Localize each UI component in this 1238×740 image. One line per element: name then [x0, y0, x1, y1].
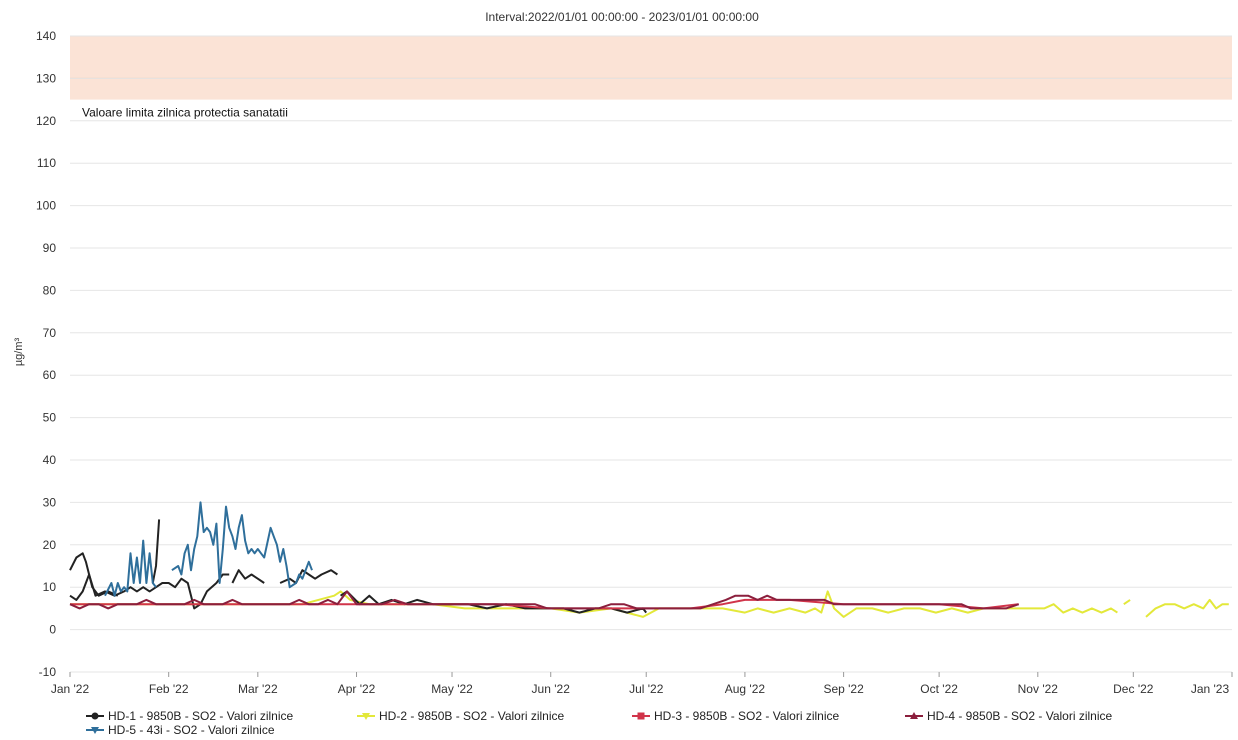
- series-lines: [69, 501, 1229, 618]
- chart-title: Interval:2022/01/01 00:00:00 - 2023/01/0…: [485, 10, 759, 24]
- y-tick-label: 80: [43, 283, 57, 297]
- x-tick-label: Aug '22: [725, 682, 766, 696]
- series-4: [69, 590, 1020, 610]
- y-tick-label: 90: [43, 241, 57, 255]
- limit-band: Valoare limita zilnica protectia sanatat…: [70, 36, 1232, 120]
- legend-marker: [91, 712, 99, 720]
- series-line-segment: [1145, 598, 1229, 618]
- x-tick-label: Mar '22: [238, 682, 278, 696]
- legend-label: HD-1 - 9850B - SO2 - Valori zilnice: [108, 709, 294, 723]
- limit-band-label: Valoare limita zilnica protectia sanatat…: [82, 106, 288, 120]
- series-5: [104, 501, 313, 597]
- x-tick-label: Jan '22: [51, 682, 90, 696]
- x-tick-label: Jul '22: [629, 682, 664, 696]
- y-tick-label: 110: [37, 156, 56, 170]
- y-tick-label: 10: [43, 580, 57, 594]
- series-line-segment: [279, 569, 338, 584]
- y-axis-label: µg/m³: [13, 337, 25, 366]
- legend-marker: [910, 712, 918, 719]
- x-tick-label: Jun '22: [532, 682, 571, 696]
- legend-label: HD-4 - 9850B - SO2 - Valori zilnice: [927, 709, 1113, 723]
- legend-item: HD-4 - 9850B - SO2 - Valori zilnice: [905, 709, 1113, 723]
- series-line-segment: [104, 539, 157, 597]
- y-tick-label: 140: [36, 29, 56, 43]
- grid-lines: [70, 35, 1232, 673]
- y-tick-label: 50: [43, 411, 57, 425]
- legend-item: HD-5 - 43i - SO2 - Valori zilnice: [86, 723, 275, 737]
- y-tick-label: 20: [43, 538, 57, 552]
- x-axis: Jan '22 Feb '22 Mar '22 Apr '22 May '22 Jun '…: [51, 672, 1233, 696]
- series-line-segment: [70, 590, 1118, 618]
- x-tick-label: Feb '22: [149, 682, 189, 696]
- y-axis: -10 0 10 20 30 40 50 60 70 80 90 100 110 120 130 140: [36, 29, 56, 679]
- legend-marker: [362, 713, 370, 720]
- legend-marker: [637, 712, 645, 720]
- y-tick-label: 60: [43, 368, 57, 382]
- x-tick-label: May '22: [431, 682, 473, 696]
- y-tick-label: 40: [43, 453, 57, 467]
- x-tick-label: Jan '23: [1191, 682, 1230, 696]
- series-line-segment: [69, 573, 230, 610]
- y-tick-label: 30: [43, 495, 57, 509]
- y-tick-label: 100: [36, 199, 56, 213]
- series-2: [70, 590, 1229, 618]
- x-tick-label: Nov '22: [1018, 682, 1059, 696]
- y-tick-label: 0: [49, 623, 56, 637]
- series-line-segment: [1123, 599, 1131, 606]
- series-line-segment: [231, 569, 265, 584]
- legend-marker: [91, 727, 99, 734]
- x-tick-label: Sep '22: [823, 682, 864, 696]
- legend-item: HD-1 - 9850B - SO2 - Valori zilnice: [86, 709, 294, 723]
- legend-label: HD-2 - 9850B - SO2 - Valori zilnice: [379, 709, 565, 723]
- legend-item: HD-3 - 9850B - SO2 - Valori zilnice: [632, 709, 840, 723]
- series-line-segment: [151, 519, 161, 584]
- legend-item: HD-2 - 9850B - SO2 - Valori zilnice: [357, 709, 565, 723]
- y-tick-label: 130: [36, 71, 56, 85]
- legend-label: HD-3 - 9850B - SO2 - Valori zilnice: [654, 709, 840, 723]
- series-line-segment: [69, 552, 119, 597]
- y-tick-label: -10: [39, 665, 57, 679]
- legend: HD-1 - 9850B - SO2 - Valori zilnice HD-2 …: [86, 709, 1113, 737]
- x-tick-label: Dec '22: [1113, 682, 1154, 696]
- x-tick-label: Apr '22: [338, 682, 376, 696]
- y-tick-label: 70: [43, 326, 57, 340]
- series-line-segment: [69, 590, 1020, 610]
- legend-label: HD-5 - 43i - SO2 - Valori zilnice: [108, 723, 275, 737]
- series-1: [69, 519, 647, 614]
- limit-band-area: [70, 36, 1232, 100]
- y-tick-label: 120: [36, 114, 56, 128]
- x-tick-label: Oct '22: [920, 682, 958, 696]
- series-line-segment: [171, 501, 313, 589]
